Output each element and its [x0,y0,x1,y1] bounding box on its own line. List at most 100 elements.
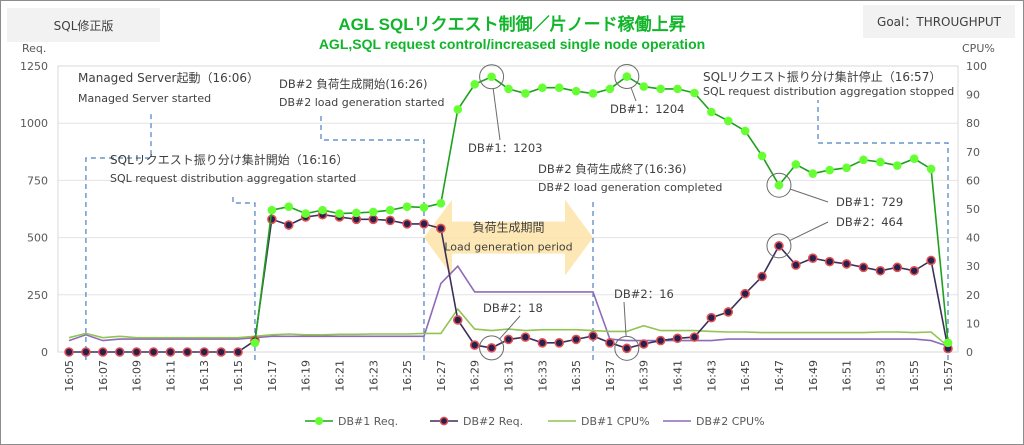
y2-tick-label: 10 [966,317,980,330]
data-point [876,157,885,167]
data-point [605,84,615,94]
data-point [554,83,564,93]
data-point [503,334,514,345]
data-point [824,256,835,267]
callout-circle [766,233,792,259]
x-tick-label: 16:23 [367,360,380,392]
y2-tick-label: 50 [966,203,980,216]
data-point [707,107,716,117]
data-point [436,198,446,208]
data-point [689,332,700,342]
data-point [588,331,598,341]
data-point [335,209,344,218]
x-tick-label: 16:15 [232,360,245,392]
annotation-load-period-en: Load generation period [444,241,572,254]
data-point [318,205,327,215]
callout-leader [789,221,829,242]
x-tick-label: 16:35 [570,360,583,392]
x-tick-label: 16:37 [604,360,617,392]
data-point [521,89,530,98]
data-point [807,253,818,263]
load-period-arrow [423,199,594,276]
x-tick-label: 16:55 [908,360,921,392]
data-point [182,347,193,357]
legend-label: DB#1 Req. [338,415,398,428]
data-point [791,260,801,270]
data-point [757,271,767,282]
data-point [672,333,683,344]
data-point [622,72,632,81]
data-point [571,334,581,345]
data-point [267,214,277,225]
data-point [216,347,226,357]
callout-leader [499,315,521,340]
callout-label: DB#2：18 [483,301,543,315]
x-tick-label: 16:49 [807,360,820,392]
y-tick-label: 1250 [20,60,48,73]
annotation-ms-start-en: Managed Server started [78,92,211,105]
data-point [723,116,733,126]
legend-label: DB#2 CPU% [696,415,765,428]
y-tick-label: 0 [41,346,48,359]
data-point [740,126,750,136]
data-point [250,338,260,348]
data-point [943,338,953,348]
axes: Req. CPU% 0 250 500 750 1000 1250 0 10 20 30 40 50 6… [20,42,995,392]
data-point [267,205,277,215]
x-tick-label: 16:29 [469,360,482,392]
callout-leader [630,87,637,102]
x-tick-label: 16:47 [773,360,786,392]
callout-circle [614,335,640,361]
annotation-sql-dist-stop-jp: SQLリクエスト振り分け集計停止（16:57） [703,69,941,84]
data-point [774,241,784,251]
data-point [368,207,378,217]
x-tick-label: 16:27 [435,360,448,392]
annotation-sql-dist-start-en: SQL request distribution aggregation sta… [110,172,356,185]
annotation-db2-load-start-jp: DB#2 負荷生成開始(16:26) [279,77,427,91]
annotation-load-period-jp: 負荷生成期間 [472,221,544,235]
data-point [639,82,649,91]
data-point [368,214,379,225]
load-period-arrow-layer [423,199,594,276]
data-point [926,164,936,174]
data-point [690,88,699,98]
x-tick-label: 16:57 [942,360,955,392]
y2-tick-label: 60 [966,174,980,187]
x-tick-label: 16:41 [672,360,685,392]
annotation-db2-load-end-en: DB#2 load generation completed [538,181,722,194]
goal-tag: Goal：THROUGHPUT [863,5,1015,38]
y2-tick-label: 40 [966,232,980,245]
annotation-db2-load-end-jp: DB#2 負荷生成終了(16:36) [538,162,686,176]
data-point [419,219,429,229]
legend-label: DB#2 Req. [463,415,523,428]
data-point [655,335,666,346]
data-point [774,180,784,190]
version-tag: SQL修正版 [7,8,160,42]
data-point [283,220,294,230]
y2-tick-label: 90 [966,89,980,102]
data-point [64,347,74,357]
data-point [892,161,902,170]
data-point [131,347,142,357]
x-tick-label: 16:39 [638,360,651,392]
data-point [453,105,463,114]
guide-sql-dist-start [232,193,256,360]
x-tick-label: 16:07 [97,360,110,392]
callout-circle [766,172,792,198]
data-point [419,203,429,212]
data-point [926,255,936,266]
data-point [385,205,395,215]
data-point [233,347,243,357]
chart-title: AGL SQLリクエスト制御／片ノード稼働上昇 [338,15,686,34]
data-point [402,219,412,229]
data-point [199,347,210,357]
x-tick-label: 16:25 [401,360,414,392]
x-tick-label: 16:53 [874,360,887,392]
data-point [638,339,649,349]
data-point [165,347,176,357]
x-tick-label: 16:33 [536,360,549,392]
data-point [554,338,565,348]
x-tick-label: 16:31 [503,360,516,392]
data-point [842,163,851,173]
